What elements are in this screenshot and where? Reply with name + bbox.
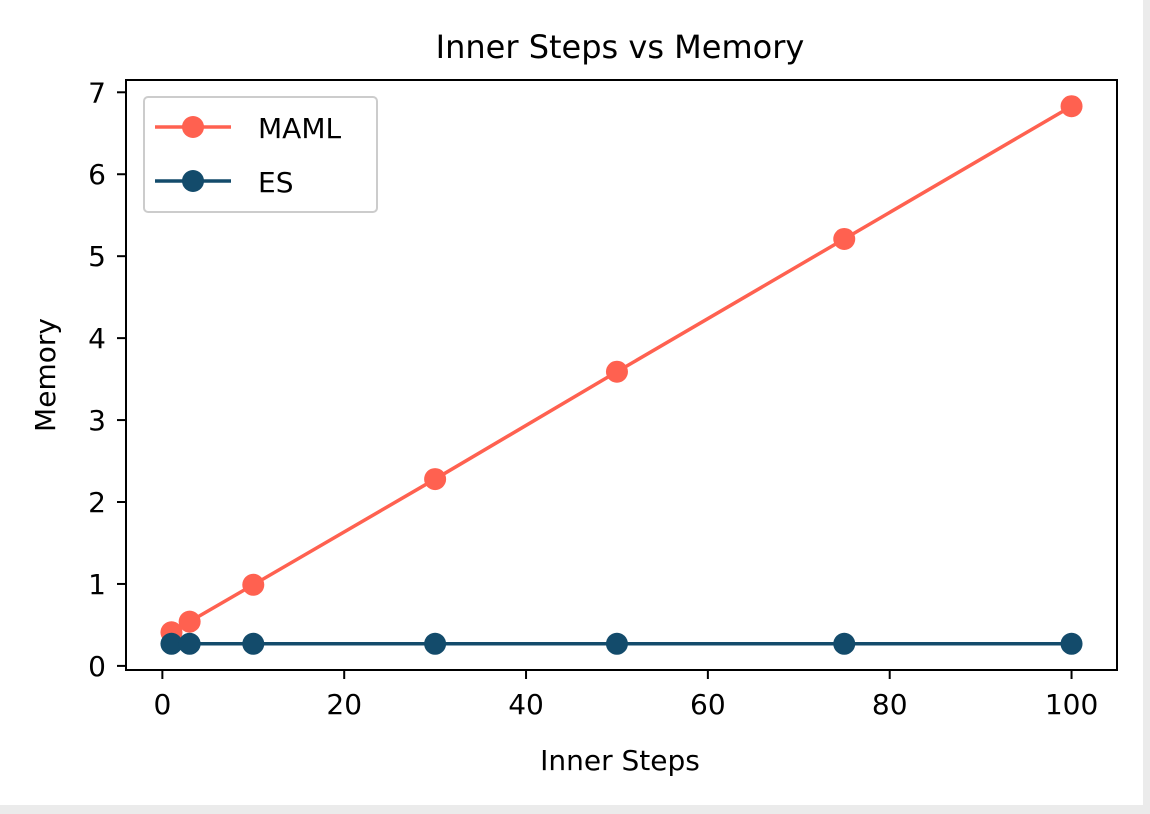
es-data-point: [833, 632, 856, 655]
chart-title: Inner Steps vs Memory: [436, 28, 805, 66]
y-tick-label: 5: [88, 240, 106, 273]
legend-es-marker: [182, 170, 204, 192]
maml-data-point: [605, 360, 628, 383]
y-tick-label: 0: [88, 650, 106, 683]
es-data-point: [605, 632, 628, 655]
y-tick-label: 4: [88, 322, 106, 355]
es-data-point: [424, 632, 447, 655]
x-axis-label: Inner Steps: [540, 744, 700, 777]
x-tick-label: 0: [153, 688, 171, 721]
x-tick-label: 40: [508, 688, 544, 721]
maml-data-point: [178, 610, 201, 633]
series-layer: [160, 95, 1083, 655]
x-tick-label: 60: [690, 688, 726, 721]
maml-data-point: [424, 468, 447, 491]
es-data-point: [242, 632, 265, 655]
legend-maml-label: MAML: [258, 112, 341, 145]
legend-es-label: ES: [258, 166, 293, 199]
x-tick-label: 80: [872, 688, 908, 721]
es-data-point: [178, 632, 201, 655]
y-tick-label: 2: [88, 486, 106, 519]
legend-maml-marker: [182, 116, 204, 138]
x-axis-ticks: 0 20 40 60 80 100: [153, 670, 1098, 721]
y-tick-label: 7: [88, 76, 106, 109]
legend: MAML ES: [143, 96, 378, 213]
y-tick-label: 3: [88, 404, 106, 437]
y-axis-label: Memory: [29, 318, 62, 432]
plot-area-frame: [125, 79, 1118, 671]
es-data-point: [1060, 632, 1083, 655]
x-tick-label: 20: [326, 688, 362, 721]
maml-data-point: [1060, 95, 1083, 118]
maml-data-point: [833, 227, 856, 250]
y-tick-label: 6: [88, 158, 106, 191]
x-tick-label: 100: [1045, 688, 1098, 721]
y-tick-label: 1: [88, 568, 106, 601]
axes: [125, 79, 1118, 671]
maml-data-point: [242, 573, 265, 596]
y-axis-ticks: 0 1 2 3 4 5 6 7: [88, 76, 126, 683]
es-data-point: [160, 632, 183, 655]
